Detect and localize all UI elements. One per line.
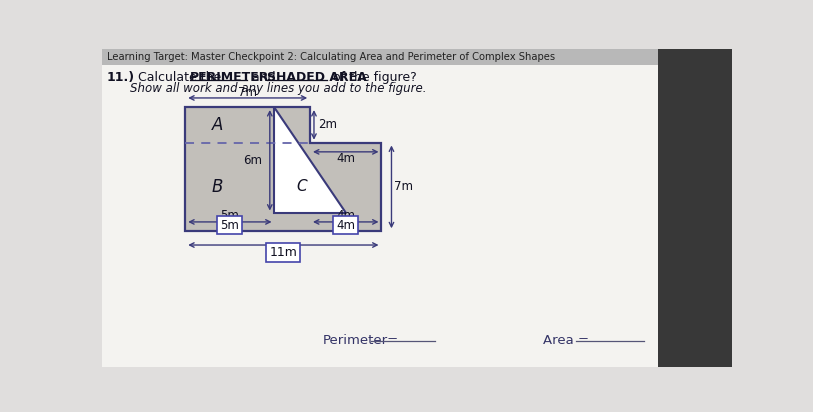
Text: Learning Target: Master Checkpoint 2: Calculating Area and Perimeter of Complex : Learning Target: Master Checkpoint 2: Ca… [107,52,555,62]
Text: 11m: 11m [270,246,297,259]
Text: 11m: 11m [269,246,298,259]
Text: A: A [211,116,223,134]
Bar [658,49,732,367]
Text: B: B [211,178,223,196]
Text: 2m: 2m [319,118,337,131]
Polygon shape [185,107,381,231]
Text: 4m: 4m [337,209,355,222]
Text: 11.): 11.) [107,71,135,84]
Text: Area =: Area = [543,334,593,347]
Text: and: and [248,71,280,84]
Text: Perimeter=: Perimeter= [323,334,398,347]
Text: Calculate the: Calculate the [129,71,224,84]
Text: 4m: 4m [337,218,355,232]
Text: of the figure?: of the figure? [328,71,416,84]
Text: 7m: 7m [394,180,413,193]
Text: SHADED AREA: SHADED AREA [267,71,367,84]
Text: Show all work and any lines you add to the figure.: Show all work and any lines you add to t… [129,82,426,95]
Text: 4m: 4m [337,152,355,165]
Bar [102,49,658,367]
Text: C: C [296,179,307,194]
Polygon shape [275,107,346,213]
Text: 7m: 7m [238,86,257,99]
Text: PERIMETER: PERIMETER [190,71,269,84]
Text: 6m: 6m [243,154,263,167]
Text: 5m: 5m [220,209,239,222]
Text: 5m: 5m [220,218,239,232]
Bar [102,49,658,65]
